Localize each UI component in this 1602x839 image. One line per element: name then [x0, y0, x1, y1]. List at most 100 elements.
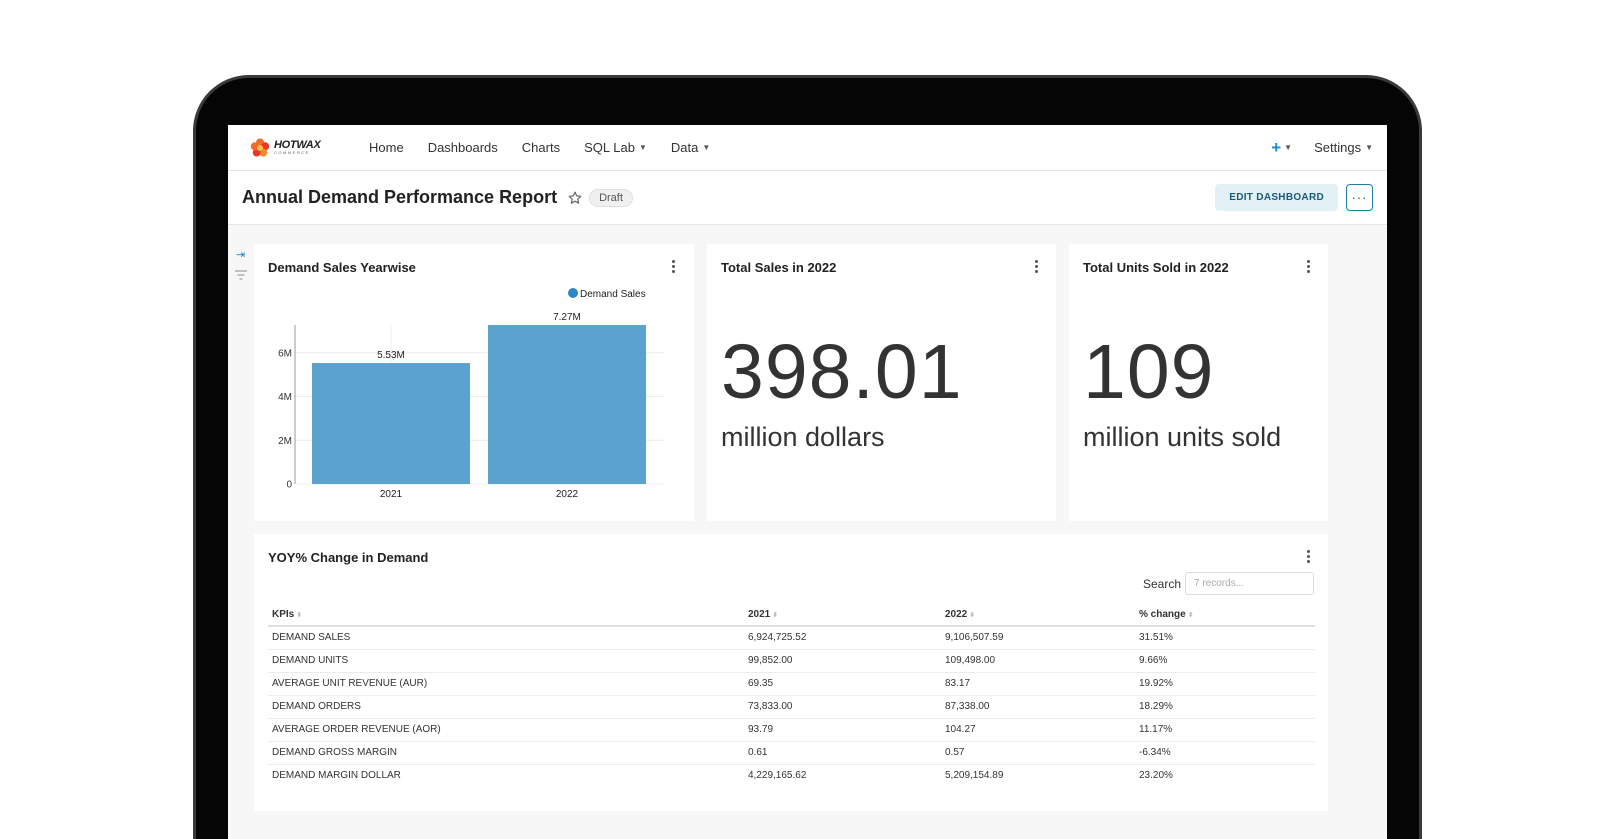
table-cell: 99,852.00	[744, 649, 941, 673]
x-tick-label: 2022	[556, 489, 579, 500]
settings-menu[interactable]: Settings ▼	[1314, 140, 1373, 155]
demand-sales-chart-card: Demand Sales Yearwise 0 2M 4M 6M 5.53M 2021 7.…	[254, 244, 694, 521]
kebab-menu-icon[interactable]	[1307, 260, 1311, 273]
table-cell: DEMAND MARGIN DOLLAR	[272, 770, 401, 782]
y-tick-label: 0	[286, 480, 292, 491]
table-cell: 4,229,165.62	[748, 770, 807, 782]
column-header[interactable]: 2021 ⬍	[744, 603, 941, 627]
big-number-subtitle: million dollars	[721, 422, 885, 452]
yoy-change-table-card: YOY% Change in Demand Search KPIs⬍2021⬍2…	[254, 534, 1328, 811]
caret-down-icon: ▼	[1365, 143, 1373, 152]
page-title: Annual Demand Performance Report	[242, 187, 558, 207]
nav-item-label: SQL Lab	[584, 140, 635, 155]
y-tick-label: 2M	[278, 436, 292, 447]
legend-label: Demand Sales	[580, 289, 646, 300]
logo-main-text: HOTWAX	[274, 139, 321, 151]
nav-item-label: Dashboards	[427, 140, 498, 155]
expand-arrow-icon[interactable]: ⇥	[236, 249, 246, 261]
kebab-menu-icon[interactable]	[672, 260, 676, 273]
table-cell: AVERAGE ORDER REVENUE (AOR)	[268, 718, 744, 742]
kebab-menu-icon[interactable]	[1307, 550, 1311, 563]
kpi-table: KPIs ⬍ 2021 ⬍ 2022 ⬍% change ⬍ DEMAND SALES 6,9…	[268, 603, 1315, 787]
column-header[interactable]: % change ⬍	[1135, 603, 1315, 627]
nav-item-charts[interactable]: Charts	[510, 140, 572, 155]
app-screen: HOTWAX COMMERCE Home Dashboards Charts S…	[228, 125, 1387, 839]
y-tick-label: 4M	[278, 392, 292, 403]
caret-down-icon: ▼	[638, 143, 647, 152]
star-icon[interactable]	[567, 190, 583, 206]
settings-label: Settings	[1314, 140, 1362, 155]
column-header-label: 2022	[945, 608, 968, 620]
edit-dashboard-button[interactable]: EDIT DASHBOARD	[1215, 184, 1338, 211]
table-cell: DEMAND ORDERS	[268, 695, 744, 719]
add-new-button[interactable]: + ▼	[1271, 138, 1292, 158]
table-row: DEMAND ORDERS 73,833.00 87,338.00 18.29%	[268, 695, 1315, 719]
table-cell: 69.35	[744, 672, 941, 696]
table-cell: 83.17	[941, 672, 1135, 696]
search-input[interactable]	[1185, 572, 1314, 595]
table-cell: 6,924,725.52	[744, 626, 941, 650]
logo-sub-text: COMMERCE	[274, 150, 310, 155]
legend-marker	[568, 288, 578, 298]
kebab-menu-icon[interactable]	[1035, 260, 1039, 273]
table-cell: -6.34%	[1135, 741, 1315, 765]
big-number-subtitle: million units sold	[1083, 422, 1282, 452]
table-cell: 9.66%	[1135, 649, 1315, 673]
sort-icon: ⬍	[1187, 611, 1194, 619]
bar-chart: 0 2M 4M 6M 5.53M 2021 7.27M 2022 Demand Sales	[278, 288, 664, 500]
plus-icon: +	[1271, 137, 1282, 157]
search-label: Search	[1142, 576, 1181, 591]
sort-icon: ⬍	[969, 611, 976, 619]
filter-icon[interactable]	[235, 270, 247, 280]
top-navbar: HOTWAX COMMERCE Home Dashboards Charts S…	[228, 125, 1387, 171]
nav-right: + ▼ Settings ▼	[1271, 138, 1373, 158]
y-tick-label: 6M	[278, 348, 292, 359]
ellipsis-icon: ···	[1351, 190, 1368, 205]
bar-value-label: 5.53M	[377, 350, 405, 361]
caret-down-icon: ▼	[1284, 143, 1293, 152]
table-cell: 11.17%	[1135, 718, 1315, 742]
table-cell: 104.27	[941, 718, 1135, 742]
table-search: Search	[1143, 572, 1314, 595]
table-cell: 93.79	[744, 718, 941, 742]
nav-item-home[interactable]: Home	[357, 140, 416, 155]
nav-item-label: Charts	[521, 140, 561, 155]
nav-item-dashboards[interactable]: Dashboards	[416, 140, 510, 155]
table-cell: 0.57	[941, 741, 1135, 765]
bar	[488, 325, 646, 484]
more-options-button[interactable]: ···	[1346, 184, 1373, 211]
brand-logo[interactable]: HOTWAX COMMERCE	[250, 136, 326, 160]
nav-item-label: Data	[670, 140, 699, 155]
table-cell: 73,833.00	[744, 695, 941, 719]
table-row: DEMAND SALES 6,924,725.52 9,106,507.59 31.5…	[268, 626, 1315, 650]
table-cell: DEMAND SALES	[268, 626, 744, 650]
card-title: Total Units Sold in 2022	[1083, 260, 1229, 275]
table-cell: DEMAND GROSS MARGIN	[268, 741, 744, 765]
table-cell: DEMAND UNITS	[268, 649, 744, 673]
nav-item-data[interactable]: Data ▼	[659, 140, 722, 155]
table-cell: 31.51%	[1135, 626, 1315, 650]
dashboard-header: Annual Demand Performance Report Draft E…	[228, 171, 1387, 225]
x-tick-label: 2021	[380, 489, 403, 500]
table-cell: 9,106,507.59	[941, 626, 1135, 650]
table-cell: 109,498.00	[941, 649, 1135, 673]
table-cell: AVERAGE UNIT REVENUE (AUR)	[268, 672, 744, 696]
column-header-label: KPIs	[272, 608, 295, 620]
column-header-label: 2021	[748, 608, 771, 620]
table-cell: 0.61	[744, 741, 941, 765]
status-badge[interactable]: Draft	[589, 188, 633, 207]
table-row: AVERAGE ORDER REVENUE (AOR) 93.79 104.27 11…	[268, 718, 1315, 742]
nav-item-label: Home	[369, 140, 404, 155]
flower-logo-icon	[250, 138, 270, 157]
column-header[interactable]: 2022 ⬍	[941, 603, 1135, 627]
card-title: YOY% Change in Demand	[268, 550, 429, 565]
table-cell: 19.92%	[1135, 672, 1315, 696]
big-number-value: 109	[1083, 329, 1215, 415]
column-header-label: % change	[1139, 608, 1186, 620]
table-row: AVERAGE UNIT REVENUE (AUR) 69.35 83.17 19.9…	[268, 672, 1315, 696]
total-sales-card: Total Sales in 2022 398.01 million dolla…	[707, 244, 1056, 521]
table-cell: 18.29%	[1135, 695, 1315, 719]
nav-item-sql-lab[interactable]: SQL Lab ▼	[572, 140, 659, 155]
nav-menu: Home Dashboards Charts SQL Lab ▼ Data ▼	[357, 140, 722, 155]
column-header[interactable]: KPIs ⬍	[268, 603, 744, 627]
